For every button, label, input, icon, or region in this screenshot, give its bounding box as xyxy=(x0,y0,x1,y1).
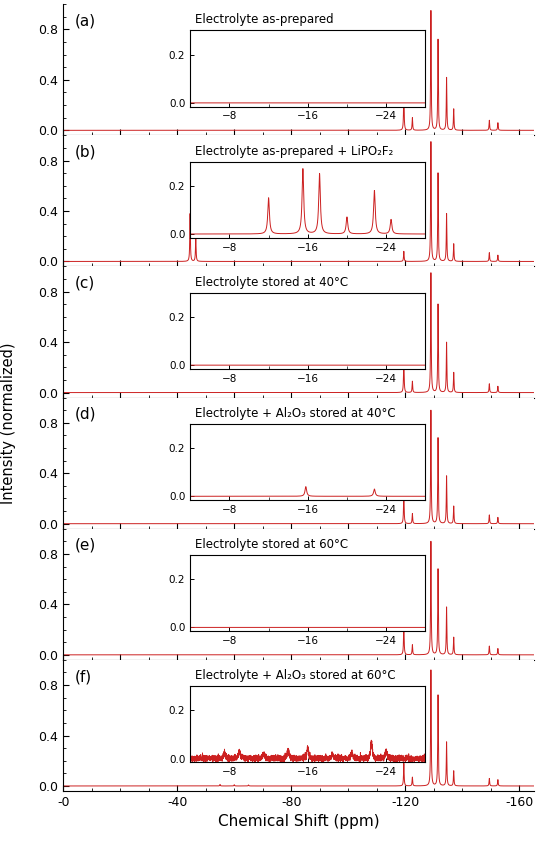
X-axis label: Chemical Shift (ppm): Chemical Shift (ppm) xyxy=(218,815,379,829)
Text: (a): (a) xyxy=(75,14,96,29)
Text: Electrolyte stored at 60°C: Electrolyte stored at 60°C xyxy=(195,538,348,551)
Text: (e): (e) xyxy=(75,538,96,553)
Text: (f): (f) xyxy=(75,669,92,684)
Text: (d): (d) xyxy=(75,407,96,422)
Text: (c): (c) xyxy=(75,276,95,291)
Text: Electrolyte + Al₂O₃ stored at 40°C: Electrolyte + Al₂O₃ stored at 40°C xyxy=(195,407,395,420)
Text: Electrolyte as-prepared + LiPO₂F₂: Electrolyte as-prepared + LiPO₂F₂ xyxy=(195,145,393,157)
Text: Electrolyte + Al₂O₃ stored at 60°C: Electrolyte + Al₂O₃ stored at 60°C xyxy=(195,669,395,682)
Text: Intensity (normalized): Intensity (normalized) xyxy=(1,343,16,503)
Text: Electrolyte as-prepared: Electrolyte as-prepared xyxy=(195,14,333,26)
Text: Electrolyte stored at 40°C: Electrolyte stored at 40°C xyxy=(195,276,348,288)
Text: (b): (b) xyxy=(75,145,96,160)
